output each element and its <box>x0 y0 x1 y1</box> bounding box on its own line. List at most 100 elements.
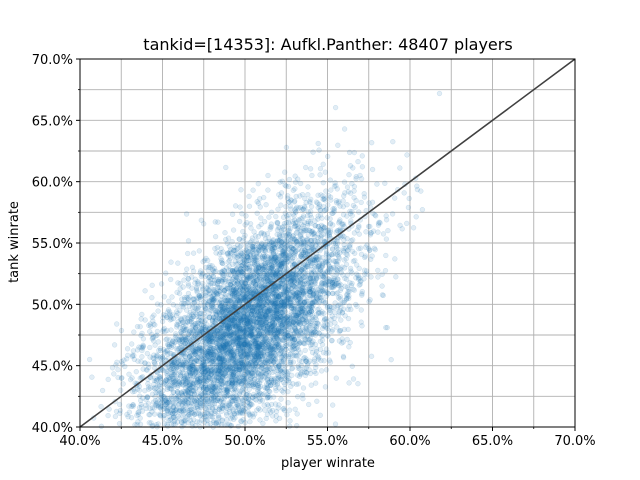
scatter-point <box>228 318 234 324</box>
scatter-point <box>213 420 219 426</box>
scatter-point <box>239 397 246 403</box>
scatter-point <box>263 319 269 326</box>
scatter-point <box>375 267 381 274</box>
scatter-point <box>229 354 235 360</box>
scatter-point <box>243 213 249 219</box>
scatter-point <box>270 272 276 278</box>
scatter-point <box>238 266 244 272</box>
scatter-point <box>158 302 164 308</box>
scatter-point <box>237 248 244 254</box>
scatter-point <box>258 359 264 366</box>
scatter-point <box>322 169 328 175</box>
scatter-point <box>143 367 150 373</box>
scatter-point <box>353 176 359 182</box>
scatter-point <box>215 375 221 381</box>
scatter-point <box>291 308 298 314</box>
scatter-point <box>222 297 229 304</box>
scatter-point <box>311 356 318 362</box>
scatter-point <box>263 313 269 320</box>
scatter-point <box>251 391 257 398</box>
scatter-point <box>302 243 309 249</box>
scatter-point <box>324 282 330 288</box>
scatter-point <box>168 360 174 366</box>
scatter-point <box>245 361 251 367</box>
scatter-point <box>323 259 329 266</box>
scatter-point <box>380 231 387 237</box>
scatter-point <box>202 369 208 375</box>
scatter-point <box>270 237 276 243</box>
scatter-point <box>281 223 287 229</box>
scatter-point <box>251 318 257 324</box>
scatter-point <box>286 253 292 259</box>
scatter-point <box>214 363 220 369</box>
scatter-point <box>365 223 372 230</box>
scatter-point <box>164 386 171 392</box>
scatter-point <box>242 341 249 347</box>
scatter-point <box>322 316 328 323</box>
scatter-point <box>192 385 199 392</box>
scatter-point <box>193 331 199 337</box>
scatter-point <box>252 285 258 291</box>
scatter-point <box>238 336 244 343</box>
scatter-point <box>184 358 190 364</box>
scatter-point <box>205 349 211 355</box>
scatter-point <box>358 176 365 182</box>
scatter-point <box>208 371 214 378</box>
scatter-point <box>216 406 222 412</box>
scatter-point <box>337 294 343 300</box>
scatter-point <box>283 252 289 258</box>
scatter-point <box>242 309 248 315</box>
scatter-point <box>306 288 312 294</box>
scatter-point <box>257 376 263 383</box>
scatter-point <box>149 282 155 288</box>
scatter-point <box>247 251 254 257</box>
scatter-point <box>247 331 254 337</box>
scatter-point <box>275 220 281 226</box>
scatter-point <box>156 383 163 389</box>
scatter-point <box>151 411 158 417</box>
scatter-point <box>211 397 217 404</box>
scatter-point <box>267 226 273 232</box>
scatter-point <box>258 352 264 359</box>
scatter-point <box>337 296 343 302</box>
scatter-point <box>267 395 273 401</box>
scatter-point <box>294 330 300 336</box>
scatter-point <box>210 297 216 304</box>
scatter-point <box>246 281 252 287</box>
scatter-point <box>345 315 352 322</box>
scatter-point <box>253 264 260 271</box>
scatter-point <box>332 421 339 427</box>
scatter-point <box>151 312 157 318</box>
scatter-point <box>336 280 342 286</box>
scatter-point <box>265 351 271 358</box>
scatter-point <box>235 423 241 430</box>
scatter-point <box>187 368 193 375</box>
scatter-point <box>248 331 255 338</box>
scatter-point <box>302 262 308 268</box>
scatter-point <box>120 381 126 387</box>
scatter-point <box>163 270 169 276</box>
scatter-point <box>253 307 259 313</box>
scatter-point <box>334 271 340 277</box>
scatter-point <box>196 394 202 400</box>
scatter-point <box>291 343 297 349</box>
scatter-point <box>287 225 294 232</box>
scatter-point <box>218 306 224 313</box>
scatter-point <box>205 393 211 399</box>
scatter-point <box>323 206 330 212</box>
scatter-point <box>134 323 141 330</box>
scatter-point <box>346 172 352 178</box>
scatter-point <box>325 153 331 160</box>
scatter-point <box>168 407 174 414</box>
scatter-point <box>251 358 257 364</box>
scatter-point <box>319 337 326 343</box>
scatter-point <box>205 287 212 294</box>
scatter-point <box>240 228 246 235</box>
scatter-point <box>276 269 282 275</box>
scatter-point <box>231 339 237 346</box>
scatter-point <box>223 236 229 243</box>
scatter-point <box>218 246 224 252</box>
scatter-point <box>340 204 346 210</box>
scatter-point <box>265 292 271 298</box>
scatter-point <box>315 213 321 219</box>
